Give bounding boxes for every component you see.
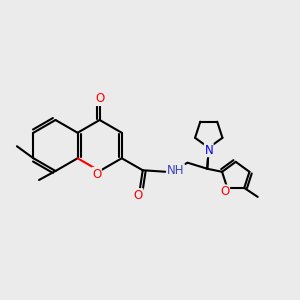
Text: O: O <box>220 185 230 198</box>
Text: N: N <box>204 144 213 157</box>
Text: O: O <box>134 189 143 202</box>
Text: O: O <box>92 167 101 181</box>
Text: NH: NH <box>167 164 184 177</box>
Text: O: O <box>95 92 104 106</box>
